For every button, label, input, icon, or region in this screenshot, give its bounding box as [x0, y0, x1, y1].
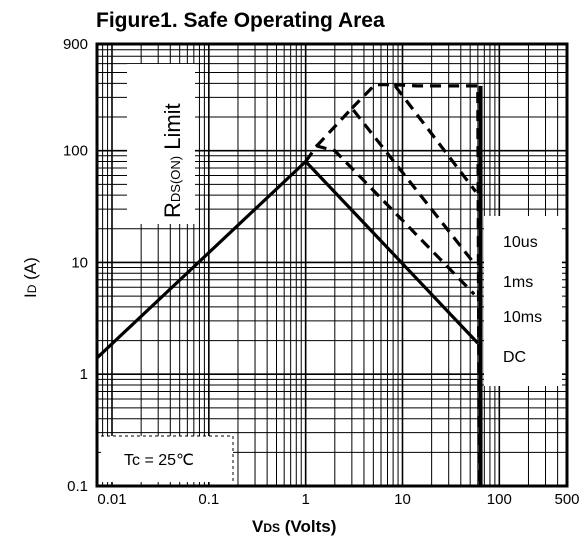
- legend-10ms: 10ms: [503, 309, 542, 326]
- series-line-10ms: [304, 144, 476, 296]
- legend-dc: DC: [503, 349, 526, 366]
- plot-frame: [95, 42, 569, 488]
- y-tick-label: 0.1: [67, 478, 88, 495]
- rds-label-box: [127, 64, 195, 224]
- y-tick-label: 100: [63, 143, 88, 160]
- y-tick-label: 1: [80, 366, 88, 383]
- x-tick-label: 0.01: [97, 491, 126, 508]
- legend-10us: 10us: [503, 234, 538, 251]
- chart-title: Figure1. Safe Operating Area: [96, 9, 385, 32]
- tc-label-box: [101, 436, 233, 482]
- y-axis-label: ID (A): [21, 257, 40, 298]
- series-line-10us: [350, 83, 477, 193]
- y-tick-label: 10: [71, 254, 88, 271]
- tc-label: Tc = 25℃: [124, 452, 194, 469]
- y-tick-labels: 0.1 1 10 100 900: [63, 36, 88, 495]
- legend-1ms: 1ms: [503, 274, 533, 291]
- x-tick-label: 10: [394, 491, 411, 508]
- x-tick-label: 500: [554, 491, 579, 508]
- x-axis-label: VDS (Volts): [252, 517, 336, 536]
- x-tick-label: 1: [301, 491, 309, 508]
- legend-box: [484, 216, 562, 386]
- x-tick-label: 100: [487, 491, 512, 508]
- y-tick-label: 900: [63, 36, 88, 53]
- data-series: [95, 83, 483, 487]
- series-line-1ms: [315, 105, 475, 264]
- x-tick-label: 0.1: [198, 491, 219, 508]
- rds-on-limit-label: RDS(ON) Limit: [160, 103, 185, 218]
- x-tick-labels: 0.01 0.1 1 10 100 500: [97, 491, 579, 508]
